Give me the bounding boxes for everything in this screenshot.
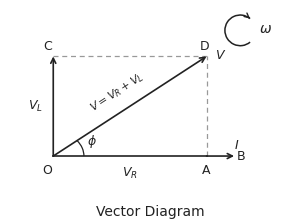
Text: V: V — [215, 49, 224, 62]
Text: O: O — [42, 164, 52, 177]
Text: $V_L$: $V_L$ — [28, 99, 43, 114]
Text: C: C — [43, 40, 52, 53]
Text: $V = V_R + V_L$: $V = V_R + V_L$ — [87, 70, 147, 115]
Text: $\phi$: $\phi$ — [87, 133, 97, 150]
Text: $\omega$: $\omega$ — [260, 22, 272, 36]
Text: B: B — [237, 150, 246, 162]
Text: $V_R$: $V_R$ — [122, 166, 138, 181]
Text: Vector Diagram: Vector Diagram — [96, 205, 205, 219]
Text: D: D — [200, 40, 210, 53]
Text: I: I — [235, 139, 238, 152]
Text: A: A — [202, 164, 211, 177]
